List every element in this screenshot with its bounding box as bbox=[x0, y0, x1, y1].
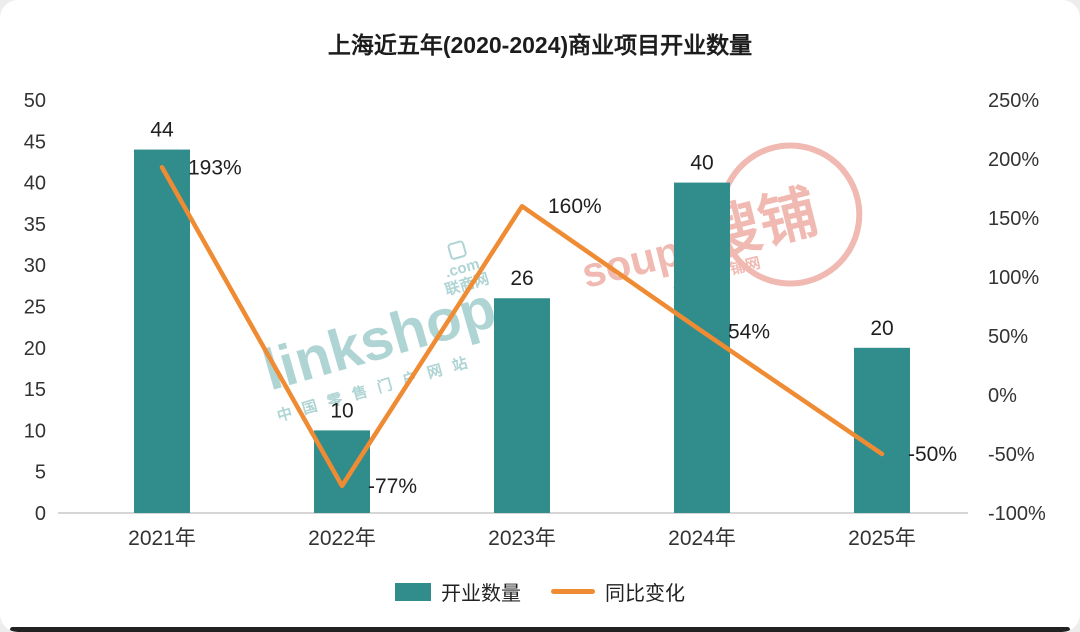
right-tick-label: 50% bbox=[988, 326, 1028, 348]
left-tick-label: 0 bbox=[35, 503, 46, 525]
trend-line bbox=[159, 165, 885, 489]
left-tick-label: 25 bbox=[24, 297, 46, 319]
left-tick-label: 15 bbox=[24, 379, 46, 401]
bar-value-label: 26 bbox=[510, 267, 533, 290]
left-tick-label: 10 bbox=[24, 420, 46, 442]
right-tick-label: 200% bbox=[988, 149, 1039, 171]
right-tick-label: 150% bbox=[988, 208, 1039, 230]
left-tick-label: 5 bbox=[35, 462, 46, 484]
bar-value-label: 20 bbox=[870, 317, 893, 340]
legend-bar-swatch bbox=[395, 582, 431, 601]
category-label: 2021年 bbox=[128, 527, 196, 550]
legend-bar-label: 开业数量 bbox=[441, 583, 521, 605]
right-tick-label: 100% bbox=[988, 267, 1039, 289]
left-tick-label: 45 bbox=[24, 131, 46, 153]
line-value-label: 54% bbox=[728, 320, 770, 343]
legend-line-swatch bbox=[551, 589, 595, 594]
right-tick-label: 250% bbox=[988, 90, 1039, 112]
left-tick-label: 20 bbox=[24, 338, 46, 360]
right-tick-label: -50% bbox=[988, 444, 1035, 466]
bar-value-label: 44 bbox=[150, 119, 174, 142]
legend: 开业数量 同比变化 bbox=[0, 577, 1080, 606]
category-label: 2023年 bbox=[488, 527, 556, 550]
bar bbox=[674, 182, 730, 513]
right-tick-label: 0% bbox=[988, 385, 1017, 407]
line-value-label: 160% bbox=[548, 195, 602, 218]
chart-title: 上海近五年(2020-2024)商业项目开业数量 bbox=[327, 32, 753, 58]
legend-item-line: 同比变化 bbox=[551, 577, 685, 606]
line-value-label: 193% bbox=[188, 156, 242, 179]
right-tick-label: -100% bbox=[988, 503, 1046, 525]
left-tick-label: 50 bbox=[24, 90, 46, 112]
bar bbox=[134, 149, 190, 513]
category-label: 2022年 bbox=[308, 527, 376, 550]
category-label: 2025年 bbox=[848, 527, 916, 550]
bar-value-label: 40 bbox=[690, 152, 713, 175]
left-tick-label: 40 bbox=[24, 173, 46, 195]
bar bbox=[854, 347, 910, 513]
legend-line-label: 同比变化 bbox=[605, 583, 685, 605]
bottom-edge-bar bbox=[10, 627, 1070, 632]
bar bbox=[314, 430, 370, 513]
line-value-label: -77% bbox=[368, 475, 417, 498]
line-value-label: -50% bbox=[908, 443, 957, 466]
bar bbox=[494, 298, 550, 513]
left-tick-label: 35 bbox=[24, 214, 46, 236]
bar-value-label: 10 bbox=[330, 399, 353, 422]
category-label: 2024年 bbox=[668, 527, 736, 550]
legend-item-bar: 开业数量 bbox=[395, 577, 521, 606]
left-tick-label: 30 bbox=[24, 255, 46, 277]
